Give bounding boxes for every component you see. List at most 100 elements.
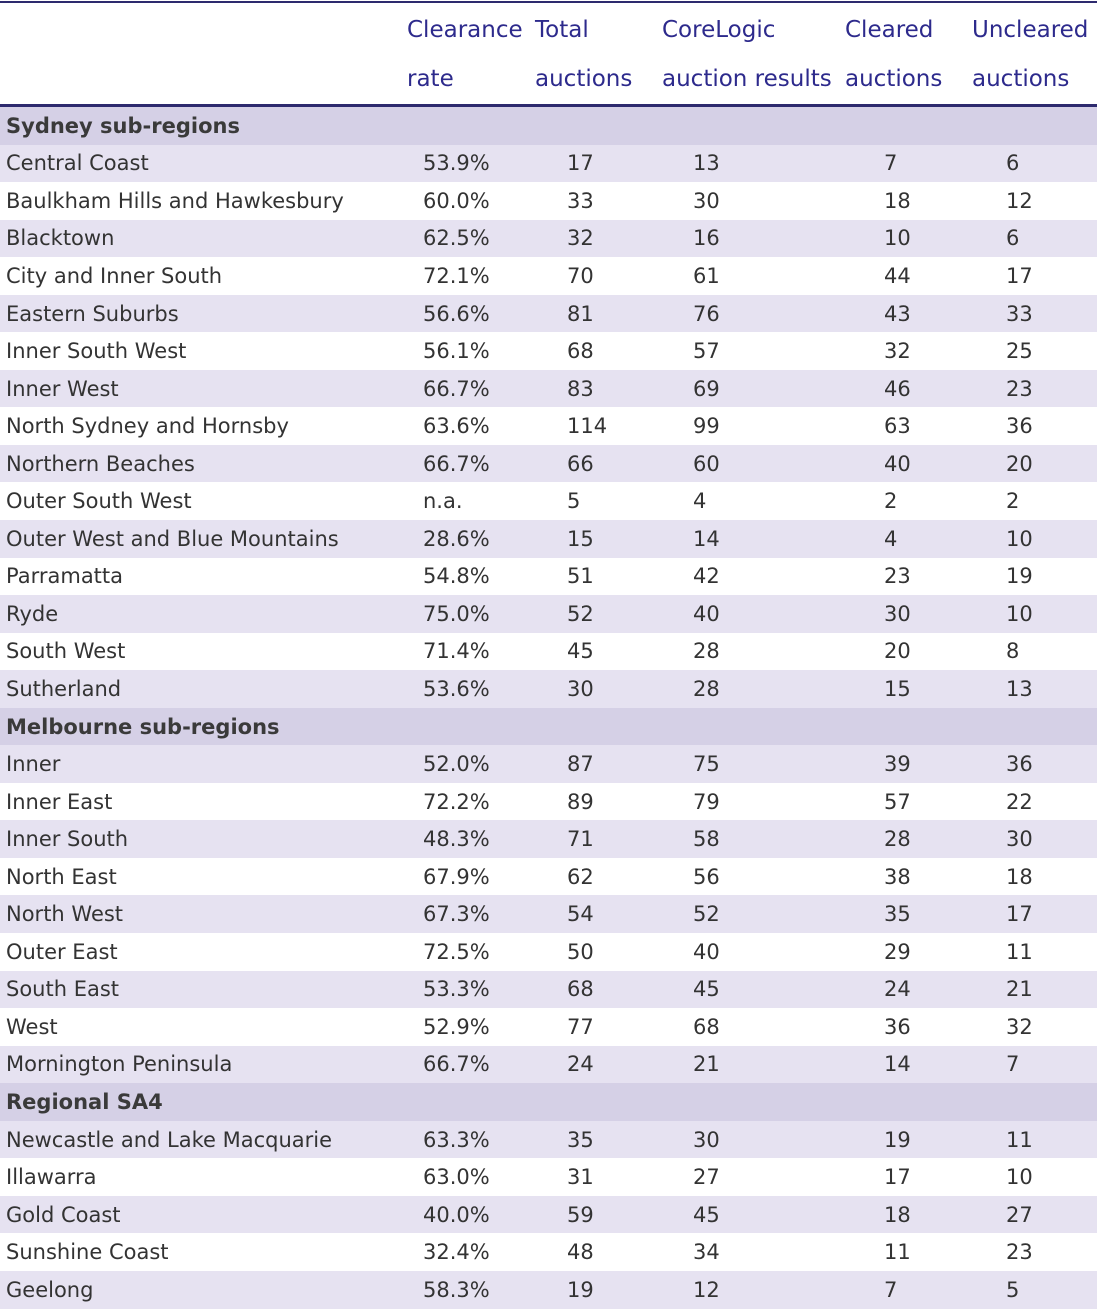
rate-cell: 32.4% — [423, 1233, 551, 1271]
uncleared-cell: 19 — [989, 557, 1097, 596]
total-cell: 51 — [551, 557, 678, 596]
region-name-cell: North East — [0, 857, 423, 896]
cleared-cell: 63 — [862, 407, 989, 445]
results-cell: 40 — [678, 933, 862, 971]
rate-cell: 72.2% — [423, 782, 551, 821]
section-header-row: Melbourne sub-regions — [0, 707, 1097, 746]
region-name-cell: Gold Coast — [0, 1195, 423, 1234]
rate-cell: 48.3% — [423, 820, 551, 858]
table-header: Clearance rate Total auctions CoreLogic … — [0, 3, 1097, 104]
total-cell: 87 — [551, 745, 678, 783]
region-name-cell: Inner West — [0, 369, 423, 408]
region-name-cell: Central Coast — [0, 144, 423, 183]
section-title: Melbourne sub-regions — [0, 707, 1097, 746]
rate-cell: 60.0% — [423, 182, 551, 220]
results-cell: 60 — [678, 444, 862, 483]
cleared-cell: 44 — [862, 257, 989, 295]
header-rule — [0, 104, 1097, 107]
uncleared-cell: 6 — [989, 219, 1097, 258]
uncleared-cell: 23 — [989, 1233, 1097, 1271]
cleared-cell: 29 — [862, 933, 989, 971]
total-cell: 114 — [551, 407, 678, 445]
uncleared-cell: 25 — [989, 332, 1097, 370]
results-cell: 14 — [678, 520, 862, 558]
header-clearance-rate-line2: rate — [407, 66, 454, 92]
cleared-cell: 11 — [862, 1233, 989, 1271]
table-row: Inner 52.0% 87 75 39 36 — [0, 745, 1097, 783]
region-name-cell: Blacktown — [0, 219, 423, 258]
results-cell: 30 — [678, 182, 862, 220]
results-cell: 45 — [678, 1195, 862, 1234]
results-cell: 75 — [678, 745, 862, 783]
cleared-cell: 15 — [862, 670, 989, 708]
region-name-cell: Illawarra — [0, 1158, 423, 1196]
rate-cell: 71.4% — [423, 632, 551, 671]
region-name-cell: South East — [0, 970, 423, 1009]
table-row: Mornington Peninsula 66.7% 24 21 14 7 — [0, 1045, 1097, 1084]
total-cell: 19 — [551, 1270, 678, 1309]
results-cell: 21 — [678, 1045, 862, 1084]
uncleared-cell: 32 — [989, 1008, 1097, 1046]
cleared-cell: 40 — [862, 444, 989, 483]
uncleared-cell: 10 — [989, 1158, 1097, 1196]
rate-cell: n.a. — [423, 482, 551, 521]
uncleared-cell: 17 — [989, 895, 1097, 934]
uncleared-cell: 13 — [989, 670, 1097, 708]
uncleared-cell: 7 — [989, 1045, 1097, 1084]
rate-cell: 28.6% — [423, 520, 551, 558]
results-cell: 4 — [678, 482, 862, 521]
table-row: Inner South West 56.1% 68 57 32 25 — [0, 332, 1097, 370]
cleared-cell: 10 — [862, 219, 989, 258]
results-cell: 28 — [678, 632, 862, 671]
region-name-cell: Inner East — [0, 782, 423, 821]
results-cell: 12 — [678, 1270, 862, 1309]
data-table: Sydney sub-regions Central Coast 53.9% 17 13… — [0, 107, 1097, 1309]
total-cell: 66 — [551, 444, 678, 483]
total-cell: 33 — [551, 182, 678, 220]
uncleared-cell: 33 — [989, 294, 1097, 333]
table-row: North East 67.9% 62 56 38 18 — [0, 857, 1097, 896]
rate-cell: 72.1% — [423, 257, 551, 295]
rate-cell: 63.0% — [423, 1158, 551, 1196]
total-cell: 50 — [551, 933, 678, 971]
results-cell: 42 — [678, 557, 862, 596]
header-clearance-rate: Clearance rate — [407, 6, 523, 104]
uncleared-cell: 10 — [989, 520, 1097, 558]
uncleared-cell: 20 — [989, 444, 1097, 483]
table-row: City and Inner South 72.1% 70 61 44 17 — [0, 257, 1097, 295]
results-cell: 13 — [678, 144, 862, 183]
total-cell: 35 — [551, 1120, 678, 1159]
header-uncleared-auctions: Uncleared auctions — [972, 6, 1088, 104]
total-cell: 83 — [551, 369, 678, 408]
rate-cell: 52.9% — [423, 1008, 551, 1046]
rate-cell: 54.8% — [423, 557, 551, 596]
cleared-cell: 7 — [862, 144, 989, 183]
rate-cell: 53.9% — [423, 144, 551, 183]
table-row: North Sydney and Hornsby 63.6% 114 99 63 36 — [0, 407, 1097, 445]
uncleared-cell: 6 — [989, 144, 1097, 183]
rate-cell: 52.0% — [423, 745, 551, 783]
region-name-cell: Parramatta — [0, 557, 423, 596]
results-cell: 34 — [678, 1233, 862, 1271]
region-name-cell: Outer South West — [0, 482, 423, 521]
cleared-cell: 18 — [862, 182, 989, 220]
cleared-cell: 18 — [862, 1195, 989, 1234]
region-name-cell: Inner South West — [0, 332, 423, 370]
table-row: North West 67.3% 54 52 35 17 — [0, 895, 1097, 934]
table-row: Outer West and Blue Mountains 28.6% 15 14 4 1… — [0, 520, 1097, 558]
uncleared-cell: 12 — [989, 182, 1097, 220]
uncleared-cell: 22 — [989, 782, 1097, 821]
rate-cell: 62.5% — [423, 219, 551, 258]
header-cleared-auctions: Cleared auctions — [845, 6, 942, 104]
results-cell: 56 — [678, 857, 862, 896]
rate-cell: 67.3% — [423, 895, 551, 934]
cleared-cell: 46 — [862, 369, 989, 408]
table-row: South West 71.4% 45 28 20 8 — [0, 632, 1097, 671]
cleared-cell: 57 — [862, 782, 989, 821]
results-cell: 30 — [678, 1120, 862, 1159]
total-cell: 68 — [551, 332, 678, 370]
region-name-cell: Outer East — [0, 933, 423, 971]
region-name-cell: West — [0, 1008, 423, 1046]
header-corelogic-results: CoreLogic auction results — [662, 6, 832, 104]
